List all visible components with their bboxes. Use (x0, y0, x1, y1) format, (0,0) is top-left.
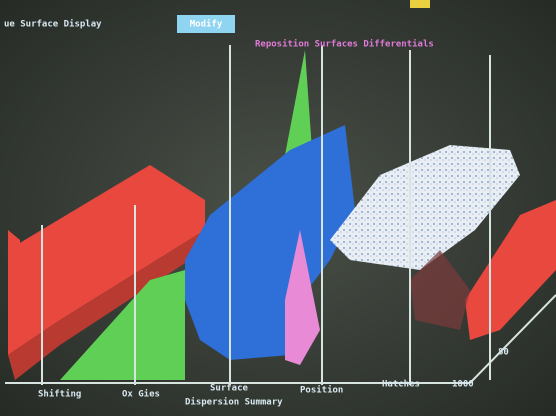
surface-green-peak (285, 50, 312, 155)
modify-button[interactable] (177, 15, 235, 33)
surface-blue (185, 125, 355, 360)
depth-axis (469, 294, 556, 384)
axis-label: Surface (210, 384, 249, 394)
axis-labels: Shifting Ox Gies Surface Dispersion Summ… (38, 348, 509, 408)
surface-red-left (8, 230, 20, 300)
button-label[interactable]: Modify (190, 19, 223, 30)
axis-label: Dispersion Summary (185, 397, 283, 408)
surface-white (330, 145, 520, 270)
axis-label: Hatches (382, 380, 420, 390)
surface-red-right (465, 200, 556, 340)
axis-label: 1000 (452, 380, 474, 390)
title: ue Surface Display (4, 19, 102, 30)
axis-label: Position (300, 385, 343, 396)
indicator (410, 0, 430, 8)
grid-lines (41, 45, 491, 385)
surface-red-edge (8, 230, 205, 380)
surface-green (60, 270, 185, 380)
subtitle: Reposition Surfaces Differentials (255, 39, 434, 50)
axis-label: Shifting (38, 389, 81, 400)
surface-dark (410, 250, 470, 330)
axis-label: 80 (498, 348, 509, 358)
surface-pink (285, 230, 320, 365)
axis-label: Ox Gies (122, 389, 160, 400)
surface-red (8, 165, 205, 355)
